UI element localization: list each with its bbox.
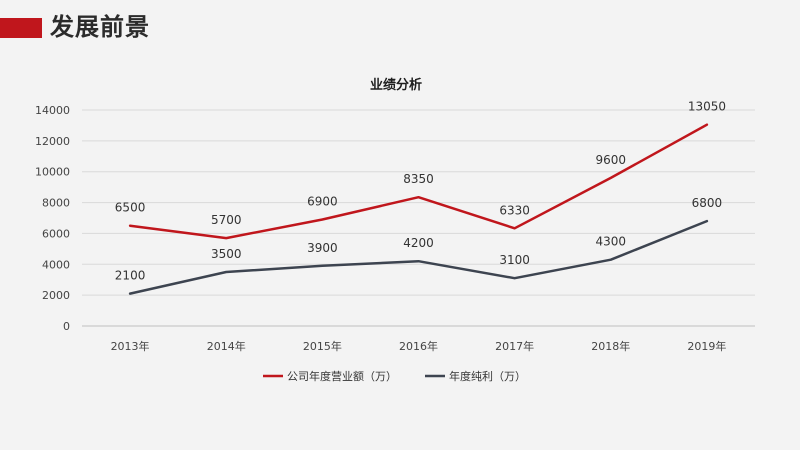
- data-label: 6330: [499, 203, 530, 217]
- data-label: 9600: [596, 153, 627, 167]
- data-label: 6800: [692, 196, 723, 210]
- y-tick-label: 10000: [35, 166, 70, 179]
- y-axis-tick-labels: 0 2000 4000 6000 8000 10000 12000 14000: [35, 104, 70, 333]
- y-tick-label: 2000: [42, 289, 70, 302]
- data-label: 4200: [403, 236, 434, 250]
- series-1: 6500 5700 6900 8350 6330 9600 13050: [115, 100, 726, 240]
- x-tick-label: 2014年: [207, 339, 246, 353]
- y-tick-label: 8000: [42, 197, 70, 210]
- data-label: 3100: [499, 253, 530, 267]
- data-label: 8350: [403, 172, 434, 186]
- y-tick-label: 14000: [35, 104, 70, 117]
- x-tick-label: 2019年: [687, 339, 726, 353]
- y-tick-label: 4000: [42, 258, 70, 271]
- grid-lines: [82, 109, 755, 327]
- legend-item: 年度纯利（万）: [425, 369, 526, 383]
- legend: 公司年度营业额（万） 年度纯利（万）: [263, 369, 526, 383]
- y-tick-label: 6000: [42, 227, 70, 240]
- x-tick-label: 2013年: [111, 339, 150, 353]
- series-2: 2100 3500 3900 4200 3100 4300 6800: [115, 196, 723, 295]
- series-group: 6500 5700 6900 8350 6330 9600 13050 2100 3500 390…: [115, 100, 726, 295]
- legend-item: 公司年度营业额（万）: [263, 369, 397, 383]
- x-axis-tick-labels: 2013年 2014年 2015年 2016年 2017年 2018年 2019年: [111, 339, 727, 353]
- data-label: 2100: [115, 269, 146, 283]
- series-line: [128, 123, 709, 240]
- x-tick-label: 2016年: [399, 339, 438, 353]
- data-label: 13050: [688, 100, 726, 114]
- data-label: 3900: [307, 241, 338, 255]
- data-label: 6900: [307, 195, 338, 209]
- data-label: 3500: [211, 247, 242, 261]
- legend-label: 年度纯利（万）: [449, 369, 526, 383]
- x-tick-label: 2018年: [591, 339, 630, 353]
- x-tick-label: 2017年: [495, 339, 534, 353]
- y-tick-label: 0: [63, 320, 70, 333]
- chart-title: 业绩分析: [370, 77, 422, 93]
- y-tick-label: 12000: [35, 135, 70, 148]
- header-accent-bar: [0, 18, 42, 38]
- data-label: 5700: [211, 213, 242, 227]
- data-label: 4300: [596, 235, 627, 249]
- series-line: [128, 219, 709, 295]
- x-tick-label: 2015年: [303, 339, 342, 353]
- page-title: 发展前景: [50, 13, 150, 41]
- data-label: 6500: [115, 201, 146, 215]
- legend-label: 公司年度营业额（万）: [287, 369, 397, 383]
